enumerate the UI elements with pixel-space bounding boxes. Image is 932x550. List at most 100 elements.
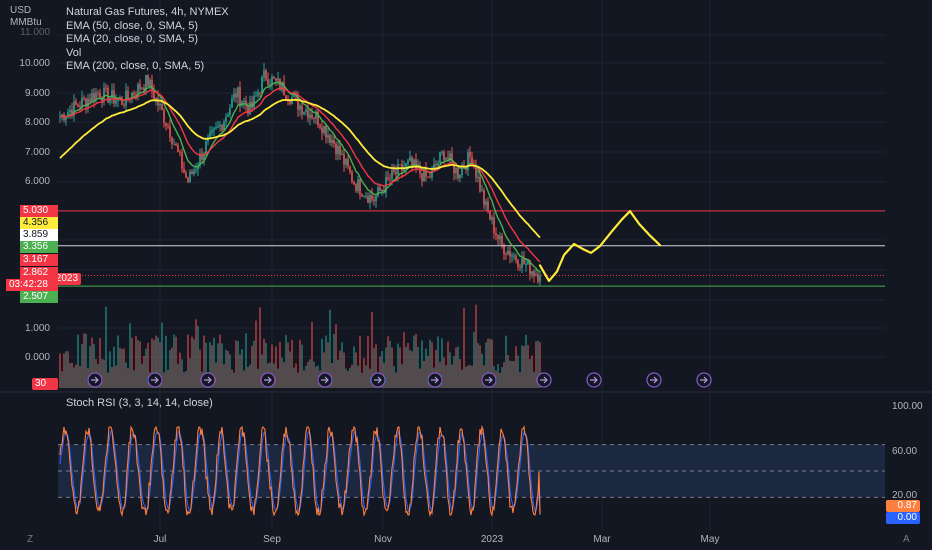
arrow-icon [151,376,159,384]
volume-bar [287,342,289,388]
candle-body [415,159,417,167]
stoch-rsi-pane [58,424,885,518]
symbol-title[interactable]: Natural Gas Futures, 4h, NYMEX [66,6,229,18]
volume-bar [81,343,83,388]
volume-bar [223,364,225,388]
candle-body [275,78,277,81]
volume-bar [193,339,195,388]
volume-bar [121,348,123,388]
projection-drawing[interactable] [538,210,662,282]
stoch-rsi-title[interactable]: Stoch RSI (3, 3, 14, 14, close) [66,397,213,409]
candle-body [159,103,161,106]
volume-bar [459,359,461,388]
arrow-icon [91,376,99,384]
timezone-button[interactable]: Z [27,534,34,545]
candle-body [251,101,253,108]
volume-bar [351,364,353,388]
candle-body [447,157,449,160]
arrow-icon [590,376,598,384]
volume-bar [151,338,153,388]
price-tag: 2.862 [20,267,58,279]
candle-body [439,152,441,164]
price-tick-label: 7.000 [25,147,50,158]
candle-body [341,154,343,156]
arrow-icon [540,376,548,384]
indicator-ema50[interactable]: EMA (50, close, 0, SMA, 5) [66,19,199,32]
candle-body [513,255,515,257]
candle-body [157,97,159,106]
volume-bar [117,335,119,388]
volume-bar [361,372,363,388]
volume-bar [299,339,301,388]
volume-bar [181,359,183,388]
price-tick-label: 8.000 [25,117,50,128]
candle-body [149,79,151,87]
candle-body [71,109,73,116]
candle-body [445,157,447,160]
volume-bar [303,370,305,388]
arrow-icon [650,376,658,384]
candle-body [355,184,357,191]
candle-body [259,92,261,94]
volume-bar [417,347,419,388]
volume-bar [187,334,189,388]
volume-tag: 30 [32,378,58,390]
candle-body [151,79,153,92]
volume-bar [537,340,539,388]
volume-bar [431,342,433,388]
auto-scale-button[interactable]: A [903,534,910,545]
indicator-volume[interactable]: Vol [66,46,82,59]
candle-body [389,178,391,180]
volume-bar [521,345,523,388]
volume-bar [259,307,261,388]
candle-body [185,172,187,178]
ema-lines [59,80,541,273]
volume-bar [281,357,283,388]
volume-bar [341,342,343,388]
candle-body [209,132,211,138]
candle-body [427,176,429,178]
candle-body [501,236,503,245]
price-candles [59,63,541,286]
volume-bar [107,372,109,388]
volume-bar [475,304,477,388]
volume-bar [279,341,281,388]
candle-body [421,173,423,182]
candle-body [497,235,499,239]
candle-body [161,103,163,111]
volume-bar [429,339,431,388]
volume-bar [335,324,337,388]
candle-body [315,111,317,119]
volume-bar [501,367,503,388]
price-tag: 3.859 [20,229,58,241]
candle-body [177,145,179,152]
volume-bar [367,335,369,388]
volume-bar [369,368,371,388]
volume-bar [471,365,473,388]
volume-bar [513,361,515,388]
candle-body [97,92,99,94]
candle-body [127,90,129,98]
candle-body [99,92,101,99]
volume-bar [389,340,391,388]
candle-body [361,194,363,197]
candle-body [305,109,307,112]
volume-bar [397,343,399,388]
volume-bar [219,334,221,388]
volume-bar [127,368,129,388]
price-tag: 4.356 [20,217,58,229]
indicator-ema20[interactable]: EMA (20, close, 0, SMA, 5) [66,33,199,45]
candle-body [65,116,67,121]
volume-bar [455,347,457,388]
volume-bar [89,346,91,388]
candle-body [175,143,177,146]
indicator-ema200[interactable]: EMA (200, close, 0, SMA, 5) [66,60,205,72]
ema20-line [59,80,541,273]
volume-bar [385,347,387,388]
volume-bar [343,352,345,388]
volume-bar [539,342,541,388]
volume-bar [507,355,509,388]
volume-bar [355,352,357,388]
candle-body [197,165,199,170]
